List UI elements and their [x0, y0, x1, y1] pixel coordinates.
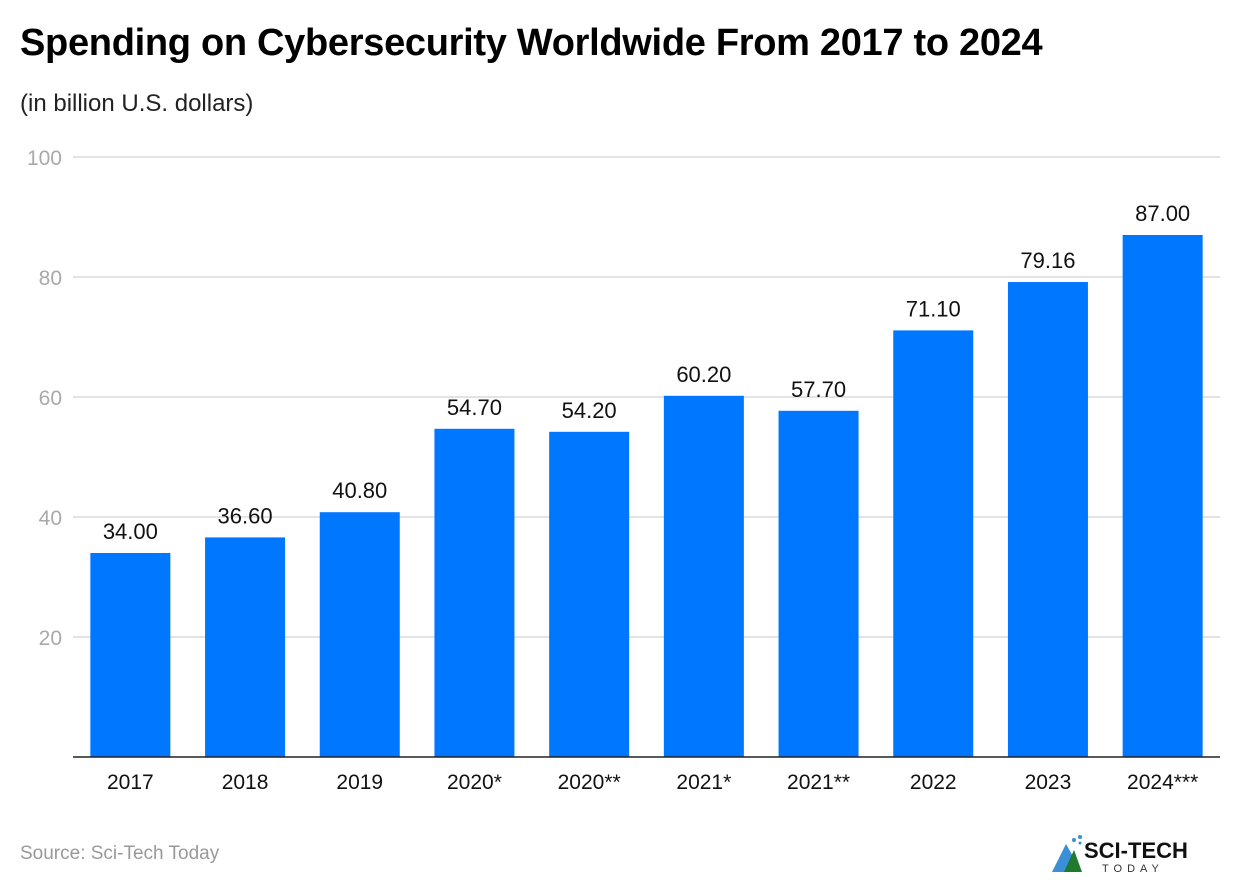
- chart-title: Spending on Cybersecurity Worldwide From…: [20, 22, 1043, 64]
- x-tick-label: 2017: [107, 771, 154, 794]
- data-label: 71.10: [906, 296, 961, 321]
- data-label: 54.20: [562, 398, 617, 423]
- bar: [1122, 235, 1203, 757]
- y-tick-label: 80: [39, 267, 62, 290]
- bar: [90, 553, 171, 757]
- y-tick-label: 40: [39, 507, 62, 530]
- bar: [778, 410, 859, 757]
- data-label: 60.20: [676, 362, 731, 387]
- logo-subtext: TODAY: [1102, 863, 1164, 875]
- x-tick-label: 2024***: [1127, 771, 1198, 794]
- data-label: 34.00: [103, 519, 158, 544]
- data-label: 54.70: [447, 395, 502, 420]
- x-tick-label: 2018: [222, 771, 269, 794]
- data-label: 40.80: [332, 478, 387, 503]
- y-tick-label: 100: [27, 147, 62, 170]
- data-label: 36.60: [218, 503, 273, 528]
- bar: [434, 428, 515, 757]
- y-tick-label: 60: [39, 387, 62, 410]
- bar: [549, 431, 630, 757]
- x-tick-label: 2023: [1025, 771, 1072, 794]
- x-tick-label: 2021*: [676, 771, 731, 794]
- data-label: 79.16: [1020, 248, 1075, 273]
- bar: [663, 395, 744, 757]
- sci-tech-today-logo: SCI-TECH TODAY: [1052, 835, 1188, 875]
- x-tick-label: 2021**: [787, 771, 850, 794]
- y-tick-label: 20: [39, 627, 62, 650]
- logo-text: SCI-TECH: [1084, 838, 1188, 863]
- x-tick-label: 2020**: [558, 771, 621, 794]
- x-tick-label: 2022: [910, 771, 957, 794]
- data-label: 57.70: [791, 377, 846, 402]
- bar: [1007, 282, 1088, 757]
- source-note: Source: Sci-Tech Today: [20, 843, 220, 864]
- bar: [319, 512, 400, 757]
- bar: [893, 330, 974, 757]
- data-label: 87.00: [1135, 201, 1190, 226]
- x-tick-label: 2020*: [447, 771, 502, 794]
- chart-subtitle: (in billion U.S. dollars): [20, 90, 254, 117]
- bar: [205, 537, 286, 757]
- x-tick-label: 2019: [336, 771, 383, 794]
